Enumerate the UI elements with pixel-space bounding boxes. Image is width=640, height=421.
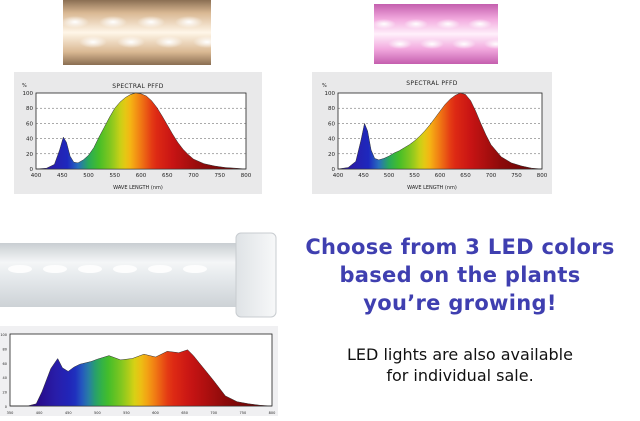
- x-tick-label: 450: [358, 173, 369, 179]
- x-tick-label: 700: [486, 173, 497, 179]
- y-tick-label: 0: [5, 405, 7, 409]
- y-tick-label: 100: [325, 91, 336, 97]
- x-tick-label: 600: [435, 173, 446, 179]
- x-tick-label: 550: [110, 173, 121, 179]
- availability-line-1: LED lights are also available: [347, 345, 573, 364]
- x-axis-label: WAVE LENGTH (nm): [407, 185, 457, 191]
- y-tick-label: 80: [328, 106, 335, 112]
- y-tick-label: 100: [0, 333, 7, 337]
- spectrum-plot: 400 450 500 550 600 650 700 750 800 0 20 40 60 80 100: [23, 91, 252, 179]
- x-tick-label: 500: [94, 411, 101, 415]
- x-tick-label: 500: [384, 173, 395, 179]
- x-tick-label: 550: [409, 173, 420, 179]
- availability-note: LED lights are also available for indivi…: [295, 344, 625, 386]
- white-led-tube-photo: [63, 0, 211, 65]
- x-tick-label: 800: [241, 173, 252, 179]
- x-tick-label: 400: [333, 173, 344, 179]
- full-spectrum-chart: 350 400 450 500 550 600 650 700 750 800 0 20 40 60 80 1…: [0, 326, 278, 416]
- x-tick-label: 700: [188, 173, 199, 179]
- y-tick-label: 40: [3, 376, 7, 380]
- x-tick-label: 650: [162, 173, 173, 179]
- x-tick-label: 650: [460, 173, 471, 179]
- x-axis-label: WAVE LENGTH (nm): [113, 185, 163, 191]
- led-tube-fixture-photo: [0, 225, 280, 325]
- x-tick-label: 750: [240, 411, 247, 415]
- y-tick-label: 20: [3, 391, 7, 395]
- y-tick-label: 60: [3, 362, 7, 366]
- x-tick-label: 650: [181, 411, 188, 415]
- chart-title: SPECTRAL PFFD: [406, 80, 458, 87]
- y-tick-label: 40: [328, 137, 335, 143]
- y-tick-label: 80: [26, 106, 33, 112]
- headline-line-1: Choose from 3 LED colors: [305, 235, 615, 259]
- headline: Choose from 3 LED colors based on the pl…: [290, 233, 630, 317]
- spectrum-area: [10, 349, 273, 407]
- availability-line-2: for individual sale.: [386, 366, 534, 385]
- y-tick-label: 0: [332, 167, 336, 173]
- y-tick-label: 60: [328, 121, 335, 127]
- x-tick-label: 350: [7, 411, 14, 415]
- y-tick-label: 20: [328, 152, 335, 158]
- white-led-spectrum-chart: SPECTRAL PFFD % 400 450 500 550 600 650 700 750…: [14, 72, 262, 194]
- x-tick-label: 750: [215, 173, 226, 179]
- x-tick-label: 550: [123, 411, 130, 415]
- y-tick-label: 60: [26, 121, 33, 127]
- x-tick-label: 750: [511, 173, 522, 179]
- spectrum-area: [35, 92, 247, 170]
- x-tick-label: 400: [36, 411, 43, 415]
- x-tick-label: 400: [31, 173, 42, 179]
- headline-line-3: you’re growing!: [363, 291, 557, 315]
- x-tick-label: 600: [152, 411, 159, 415]
- x-tick-label: 700: [210, 411, 217, 415]
- y-tick-label: 20: [26, 152, 33, 158]
- y-unit-label: %: [322, 83, 327, 89]
- spectrum-plot: 350 400 450 500 550 600 650 700 750 800 0 20 40 60 80 1…: [0, 333, 276, 415]
- y-tick-label: 100: [23, 91, 34, 97]
- x-tick-label: 500: [83, 173, 94, 179]
- pink-led-tube-photo: [374, 4, 498, 64]
- x-tick-label: 450: [65, 411, 72, 415]
- spectrum-plot: 400 450 500 550 600 650 700 750 800 0 20 40 60 80 100: [325, 91, 548, 179]
- y-tick-label: 0: [30, 167, 34, 173]
- pink-led-spectrum-chart: SPECTRAL PFFD % 400 450 500 550 600 650 700 750…: [312, 72, 552, 194]
- spectrum-area: [337, 92, 543, 170]
- y-unit-label: %: [22, 83, 27, 89]
- y-tick-label: 80: [3, 347, 7, 351]
- x-tick-label: 450: [57, 173, 68, 179]
- y-tick-label: 40: [26, 137, 33, 143]
- x-tick-label: 600: [136, 173, 147, 179]
- chart-title: SPECTRAL PFFD: [112, 83, 164, 90]
- x-tick-label: 800: [269, 411, 276, 415]
- headline-line-2: based on the plants: [339, 263, 581, 287]
- x-tick-label: 800: [537, 173, 548, 179]
